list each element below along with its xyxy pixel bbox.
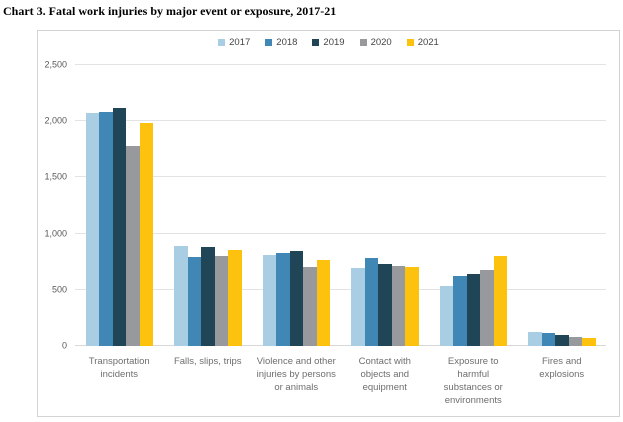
category-label-transportation-incidents: Transportation incidents xyxy=(75,355,164,407)
legend-swatch-2019 xyxy=(312,39,320,46)
category-label-line: Violence and other xyxy=(256,356,336,367)
bar-group-violence-and-other-injuries-by-persons-or-animals xyxy=(252,65,341,346)
category-label-line: incidents xyxy=(100,369,139,380)
bar-2021-contact-with-objects-and-equipment xyxy=(405,266,419,346)
bar-2017-falls-slips-trips xyxy=(174,246,188,346)
category-label-line: Transportation xyxy=(88,356,150,367)
y-tick-2500: 2,500 xyxy=(44,59,67,70)
category-label-line: Falls, slips, trips xyxy=(173,356,242,367)
category-label-line: Contact with xyxy=(358,356,411,367)
x-axis-baseline xyxy=(75,345,606,346)
bar-2021-fires-and-explosions xyxy=(582,337,596,346)
category-label-contact-with-objects-and-equipment: Contact with objects and equipment xyxy=(341,355,430,407)
bar-group-transportation-incidents xyxy=(75,65,164,346)
bar-2019-falls-slips-trips xyxy=(201,247,215,346)
legend-item-2019: 2019 xyxy=(312,37,345,48)
bar-2020-transportation-incidents xyxy=(126,146,140,346)
gridline-500 xyxy=(75,288,606,290)
bar-2021-exposure-to-harmful-substances-or-environments xyxy=(493,256,507,346)
category-label-line: substances or xyxy=(443,382,503,393)
bar-group-fires-and-explosions xyxy=(518,65,607,346)
y-tick-0: 0 xyxy=(61,340,67,351)
bar-2020-fires-and-explosions xyxy=(568,337,582,346)
legend-item-2018: 2018 xyxy=(265,37,297,48)
page-title: Chart 3. Fatal work injuries by major ev… xyxy=(3,4,337,18)
bar-2017-violence-and-other-injuries-by-persons-or-animals xyxy=(262,255,276,346)
bar-2021-violence-and-other-injuries-by-persons-or-animals xyxy=(316,260,330,346)
bar-2019-fires-and-explosions xyxy=(555,334,569,346)
legend-item-2021: 2021 xyxy=(406,37,439,48)
legend-item-2020: 2020 xyxy=(359,37,392,48)
legend-item-2017: 2017 xyxy=(218,37,250,48)
y-tick-500: 500 xyxy=(51,284,67,295)
bar-2018-contact-with-objects-and-equipment xyxy=(364,257,378,346)
bar-group-contact-with-objects-and-equipment xyxy=(341,65,430,346)
category-label-line: or animals xyxy=(274,382,319,393)
category-label-falls-slips-trips: Falls, slips, trips xyxy=(164,355,253,407)
category-label-line: Fires and xyxy=(541,356,582,367)
bar-2021-falls-slips-trips xyxy=(228,250,242,346)
category-label-line: Exposure to xyxy=(447,356,499,367)
legend-swatch-2017 xyxy=(218,39,226,46)
bar-2019-transportation-incidents xyxy=(112,107,126,346)
gridline-1500 xyxy=(75,176,606,178)
chart-container: 2017 2018 2019 2020 2021 0 500 1,000 1,500 2,000… xyxy=(37,30,620,417)
bar-group-falls-slips-trips xyxy=(164,65,253,346)
bar-2018-falls-slips-trips xyxy=(187,257,201,346)
gridline-2500 xyxy=(75,64,606,65)
legend-label-2020: 2020 xyxy=(370,37,392,48)
category-label-line: equipment xyxy=(362,382,407,393)
bar-2019-contact-with-objects-and-equipment xyxy=(378,263,392,346)
bar-2017-transportation-incidents xyxy=(85,112,99,346)
bar-2018-violence-and-other-injuries-by-persons-or-animals xyxy=(276,252,290,346)
bar-2020-violence-and-other-injuries-by-persons-or-animals xyxy=(303,266,317,346)
category-label-line: environments xyxy=(444,395,502,406)
category-label-violence-and-other-injuries-by-persons-or-animals: Violence and other injuries by persons or … xyxy=(252,355,341,407)
y-tick-2000: 2,000 xyxy=(44,115,67,126)
legend-label-2021: 2021 xyxy=(417,37,439,48)
legend-swatch-2021 xyxy=(406,39,414,46)
chart-legend: 2017 2018 2019 2020 2021 xyxy=(38,37,619,48)
bar-2020-contact-with-objects-and-equipment xyxy=(391,265,405,346)
plot-area: 0 500 1,000 1,500 2,000 2,500 xyxy=(44,60,606,350)
bar-2018-exposure-to-harmful-substances-or-environments xyxy=(453,276,467,346)
bar-2018-fires-and-explosions xyxy=(541,333,555,346)
category-label-exposure-to-harmful-substances-or-environments: Exposure to harmful substances or environme… xyxy=(429,355,518,407)
legend-label-2017: 2017 xyxy=(229,37,251,48)
legend-swatch-2018 xyxy=(265,39,273,46)
bar-group-exposure-to-harmful-substances-or-environments xyxy=(429,65,518,346)
gridline-1000 xyxy=(75,232,606,234)
legend-label-2019: 2019 xyxy=(323,37,345,48)
bar-2018-transportation-incidents xyxy=(99,112,113,346)
bar-2019-violence-and-other-injuries-by-persons-or-animals xyxy=(289,251,303,346)
category-label-line: objects and xyxy=(360,369,410,380)
bar-2017-contact-with-objects-and-equipment xyxy=(351,267,365,346)
bar-2017-exposure-to-harmful-substances-or-environments xyxy=(439,286,453,346)
bar-groups xyxy=(75,65,606,346)
bar-2020-falls-slips-trips xyxy=(214,255,228,346)
y-tick-1000: 1,000 xyxy=(44,228,67,239)
bar-2019-exposure-to-harmful-substances-or-environments xyxy=(466,273,480,346)
bar-2021-transportation-incidents xyxy=(139,123,153,346)
x-axis-labels: Transportation incidents Falls, slips, tri… xyxy=(75,355,606,407)
category-label-line: injuries by persons xyxy=(256,369,336,380)
y-tick-1500: 1,500 xyxy=(44,171,67,182)
category-label-line: explosions xyxy=(539,369,585,380)
category-label-line: harmful xyxy=(457,369,490,380)
legend-swatch-2020 xyxy=(359,39,367,46)
bar-2020-exposure-to-harmful-substances-or-environments xyxy=(480,270,494,346)
bar-2017-fires-and-explosions xyxy=(528,332,542,346)
legend-label-2018: 2018 xyxy=(276,37,298,48)
category-label-fires-and-explosions: Fires and explosions xyxy=(518,355,607,407)
gridline-2000 xyxy=(75,120,606,122)
